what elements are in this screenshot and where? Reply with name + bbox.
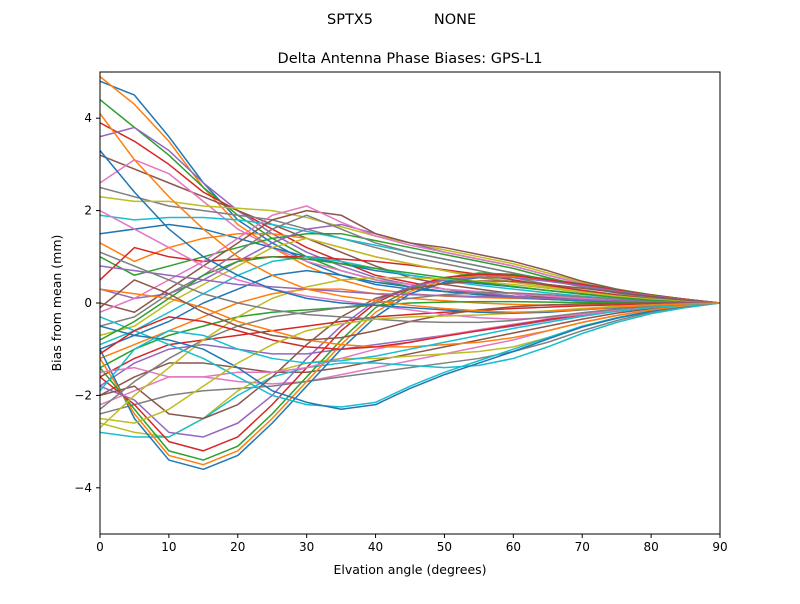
series-line-s23	[100, 300, 720, 369]
x-tick-label: 50	[437, 540, 452, 554]
series-line-s47	[100, 209, 720, 320]
y-tick-label: −4	[74, 481, 92, 495]
series-line-s45	[100, 265, 720, 304]
series-line-s39	[100, 276, 720, 429]
series-layer	[100, 76, 720, 471]
x-tick-label: 30	[299, 540, 314, 554]
y-tick-label: 2	[84, 204, 92, 218]
series-line-s48	[100, 251, 720, 324]
y-tick-label: 4	[84, 111, 92, 125]
series-line-s49	[100, 302, 720, 424]
x-tick-label: 40	[368, 540, 383, 554]
series-line-s41	[100, 302, 720, 411]
suptitle-right: NONE	[434, 12, 476, 28]
x-tick-label: 10	[161, 540, 176, 554]
series-line-s52	[100, 113, 720, 313]
x-tick-label: 20	[230, 540, 245, 554]
x-tick-label: 60	[506, 540, 521, 554]
x-tick-label: 0	[96, 540, 104, 554]
series-line-s26	[100, 302, 720, 397]
series-line-s43	[100, 256, 720, 341]
x-axis-label: Elvation angle (degrees)	[333, 562, 486, 577]
y-tick-label: 0	[84, 296, 92, 310]
series-line-s42	[100, 288, 720, 348]
series-line-s50	[100, 302, 720, 392]
x-tick-label: 80	[643, 540, 658, 554]
series-line-s28	[100, 302, 720, 415]
series-line-s36	[100, 280, 720, 420]
x-tick-label: 90	[712, 540, 727, 554]
chart-title: Delta Antenna Phase Biases: GPS-L1	[278, 51, 543, 67]
suptitle-left: SPTX5	[327, 12, 373, 28]
y-tick-label: −2	[74, 388, 92, 402]
x-axis: 0 10 20 30 40 50 60 70 80 90	[96, 534, 728, 554]
y-axis-label: Bias from mean (mm)	[49, 235, 64, 372]
x-tick-label: 70	[575, 540, 590, 554]
series-line-s35	[100, 276, 720, 438]
y-axis: −4 −2 0 2 4	[74, 111, 100, 495]
